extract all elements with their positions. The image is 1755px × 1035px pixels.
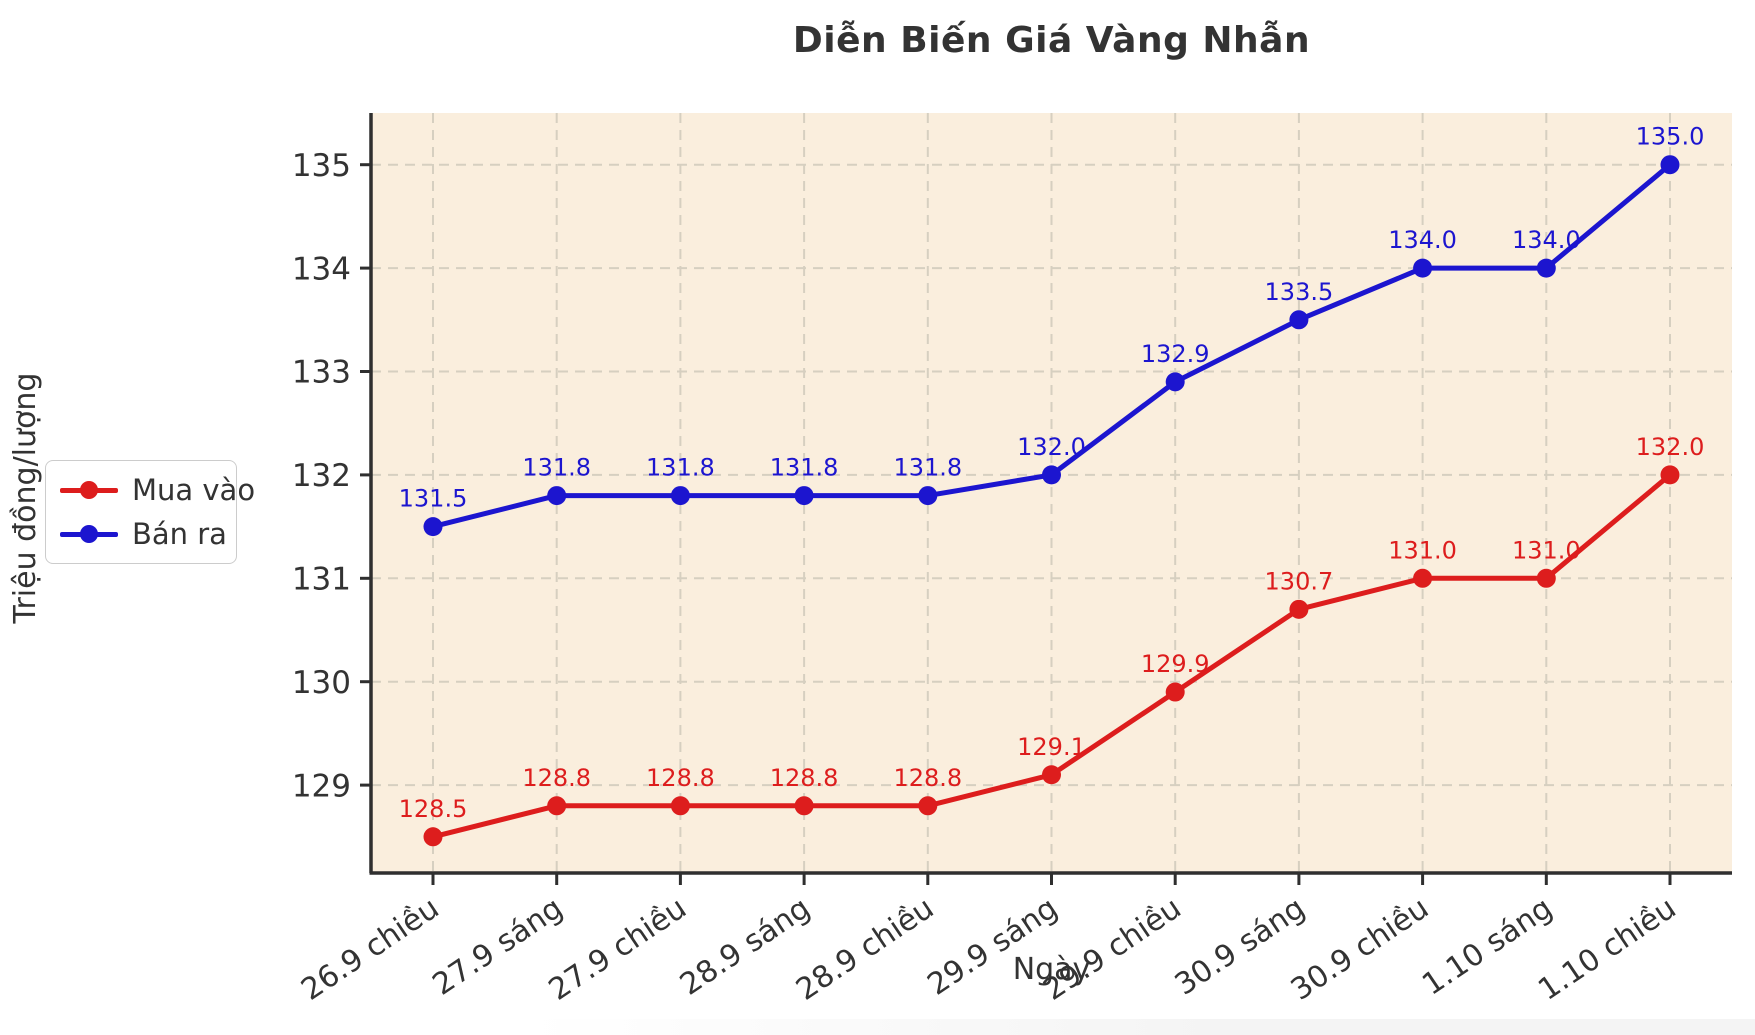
data-point [423,517,443,537]
legend-item-buy: Mua vào [60,473,255,507]
data-point-label: 132.0 [1636,433,1705,461]
data-point-label: 134.0 [1388,226,1457,254]
data-point [1413,258,1433,278]
data-point [423,827,443,847]
data-point-label: 131.8 [646,454,715,482]
chart-title: Diễn Biến Giá Vàng Nhẫn [792,20,1311,61]
y-tick-label: 130 [292,665,351,701]
data-point-label: 131.8 [522,454,591,482]
y-tick-label: 132 [292,458,351,494]
data-point [1536,258,1556,278]
y-tick-label: 131 [292,561,351,597]
data-point-label: 128.8 [893,764,962,792]
data-point-label: 132.9 [1141,340,1210,368]
data-point-label: 128.8 [770,764,839,792]
legend-label-buy: Mua vào [132,473,256,507]
data-point [547,486,567,506]
data-point [547,796,567,816]
data-point [1660,465,1680,485]
x-tick-label: 28.9 chiều [790,891,940,1008]
y-tick-label: 129 [292,768,351,804]
data-point-label: 135.0 [1636,123,1705,151]
data-point-label: 129.1 [1017,733,1086,761]
sell-series-swatch-icon [60,525,118,543]
y-tick-label: 134 [292,251,351,287]
buy-series-swatch-icon [60,481,118,499]
x-tick-label: 29.9 chiều [1037,891,1187,1008]
data-point-label: 128.8 [522,764,591,792]
data-point [1165,372,1185,392]
data-point-label: 131.8 [770,454,839,482]
data-point [670,486,690,506]
legend: Mua vào Bán ra [45,460,255,564]
x-tick-label: 26.9 chiều [295,891,445,1008]
data-point [794,486,814,506]
data-point-label: 134.0 [1512,226,1581,254]
x-tick-label: 1.10 chiều [1532,891,1682,1008]
data-point [1660,155,1680,175]
x-tick-label: 30.9 chiều [1285,891,1435,1008]
data-point-label: 131.0 [1388,536,1457,564]
data-point [1289,310,1309,330]
data-point-label: 128.8 [646,764,715,792]
data-point-label: 131.8 [893,454,962,482]
data-point [1289,599,1309,619]
data-point [1165,682,1185,702]
data-point [1042,465,1061,485]
data-point-label: 129.9 [1141,650,1210,678]
data-point [1536,568,1556,588]
data-point [794,796,814,816]
data-point-label: 132.0 [1017,433,1086,461]
data-point [918,486,938,506]
legend-item-sell: Bán ra [60,517,227,551]
bottom-edge-shade [0,1019,1755,1035]
x-axis-label: Ngày [1012,952,1091,987]
data-point [1413,568,1433,588]
data-point [918,796,938,816]
data-point [670,796,690,816]
data-point-label: 131.5 [399,485,468,513]
data-point-label: 133.5 [1265,278,1334,306]
data-point-label: 130.7 [1265,567,1334,595]
y-tick-label: 135 [292,148,351,184]
data-point-label: 128.5 [399,795,468,823]
legend-label-sell: Bán ra [132,517,227,551]
y-tick-label: 133 [292,355,351,391]
x-tick-label: 27.9 chiều [543,891,693,1008]
data-point [1042,765,1061,785]
data-point-label: 131.0 [1512,536,1581,564]
